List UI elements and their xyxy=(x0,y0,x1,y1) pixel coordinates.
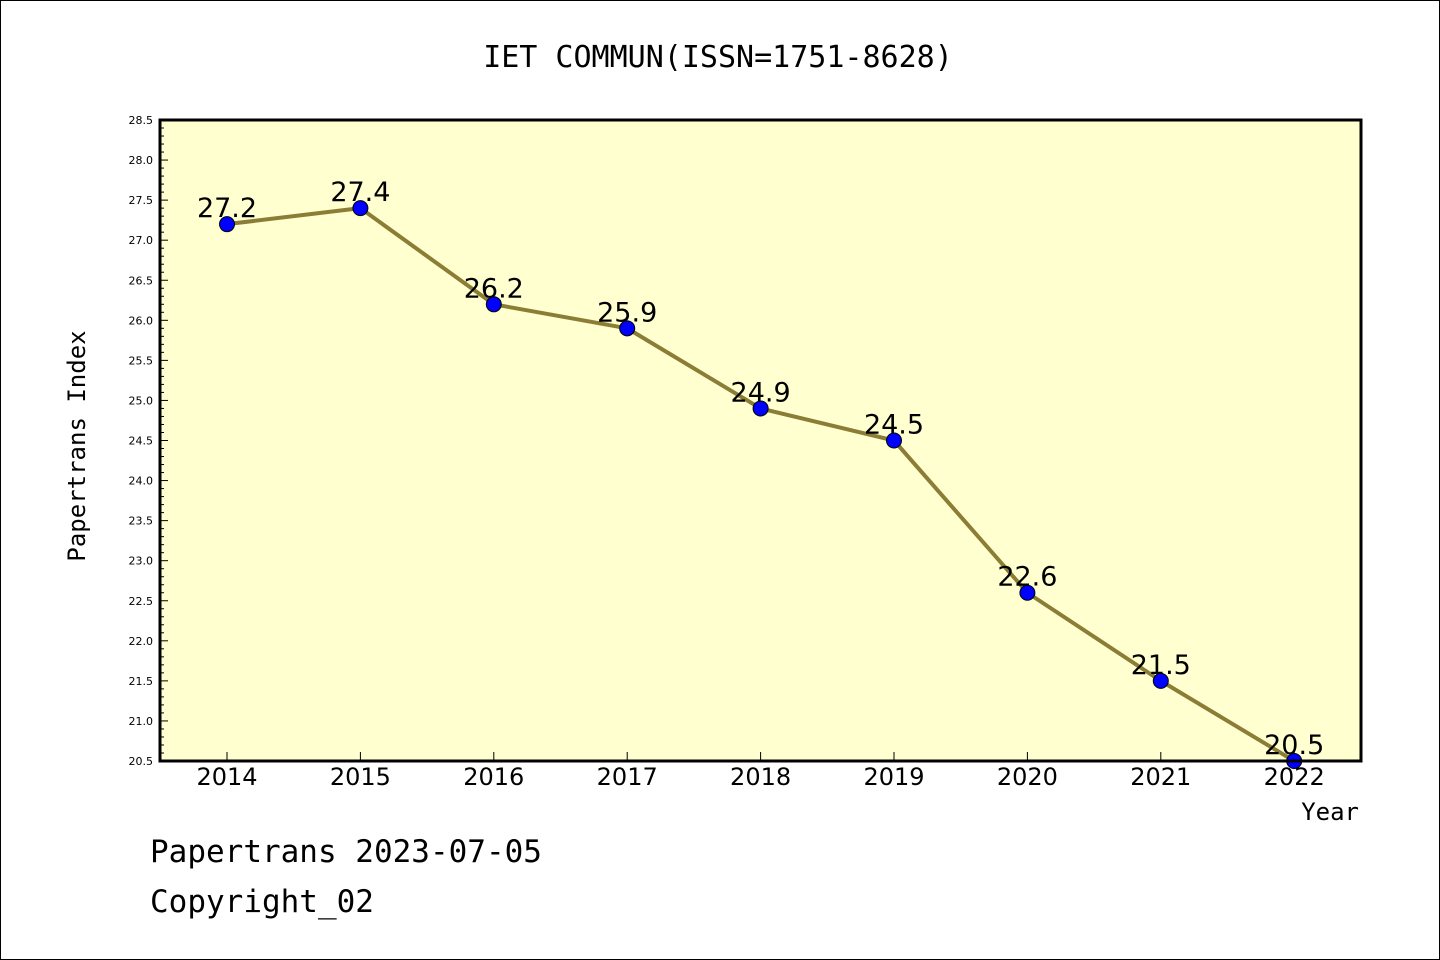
x-axis: 2014 2015 2016 2017 2018 2019 2020 2021 2022 xyxy=(196,752,1325,791)
data-label: 20.5 xyxy=(1264,730,1324,761)
y-tick-label: 23.5 xyxy=(129,515,154,528)
data-label: 27.2 xyxy=(197,193,257,224)
chart-title: IET COMMUN(ISSN=1751-8628) xyxy=(483,40,953,75)
x-tick-label: 2015 xyxy=(330,763,391,791)
y-axis-label: Papertrans Index xyxy=(63,330,91,561)
data-point xyxy=(485,296,502,313)
y-tick-label: 21.0 xyxy=(129,715,154,728)
x-tick-label: 2014 xyxy=(196,763,257,791)
y-tick-label: 24.5 xyxy=(129,435,154,448)
data-label: 26.2 xyxy=(464,273,524,304)
data-label: 25.9 xyxy=(597,297,657,328)
y-tick-label: 25.5 xyxy=(129,354,154,367)
footer-date-line: Papertrans 2023-07-05 xyxy=(150,834,542,870)
data-point xyxy=(619,320,636,337)
data-point xyxy=(352,200,369,217)
y-tick-label: 23.0 xyxy=(129,555,154,568)
y-tick-label: 20.5 xyxy=(129,755,154,768)
data-label: 27.4 xyxy=(330,177,390,208)
y-tick-label: 26.0 xyxy=(129,314,154,327)
footer-copyright-line: Copyright_02 xyxy=(150,884,374,920)
y-tick-label: 22.0 xyxy=(129,635,154,648)
data-point xyxy=(886,432,902,449)
x-tick-label: 2021 xyxy=(1130,763,1191,791)
y-tick-label: 28.5 xyxy=(129,114,154,127)
data-label: 22.6 xyxy=(997,562,1057,593)
x-axis-label: Year xyxy=(1301,798,1359,826)
data-label: 21.5 xyxy=(1131,650,1191,681)
y-axis: 20.5 21.0 21.5 22.0 22.5 23.0 23.5 24.0 24.5 25.0… xyxy=(129,114,168,768)
x-tick-label: 2017 xyxy=(597,763,658,791)
plot-area xyxy=(160,120,1361,761)
x-tick-label: 2018 xyxy=(730,763,791,791)
y-tick-label: 28.0 xyxy=(129,154,154,167)
y-tick-label: 21.5 xyxy=(129,675,154,688)
x-tick-label: 2019 xyxy=(863,763,924,791)
series: 27.2 27.4 26.2 25.9 24.9 24.5 22.6 21.5 20.5 xyxy=(197,177,1324,769)
data-label: 24.9 xyxy=(731,377,791,408)
data-point xyxy=(752,400,769,417)
y-tick-label: 27.5 xyxy=(129,194,154,207)
x-tick-label: 2020 xyxy=(997,763,1058,791)
data-point xyxy=(219,216,235,233)
y-tick-label: 25.0 xyxy=(129,394,154,407)
plot-border xyxy=(158,118,1363,763)
y-tick-label: 22.5 xyxy=(129,595,154,608)
data-label: 24.5 xyxy=(864,410,924,441)
data-point xyxy=(1019,584,1036,601)
y-tick-label: 24.0 xyxy=(129,475,154,488)
x-tick-label: 2016 xyxy=(463,763,524,791)
data-point xyxy=(1152,672,1169,689)
y-tick-label: 27.0 xyxy=(129,234,154,247)
y-tick-label: 26.5 xyxy=(129,274,154,287)
